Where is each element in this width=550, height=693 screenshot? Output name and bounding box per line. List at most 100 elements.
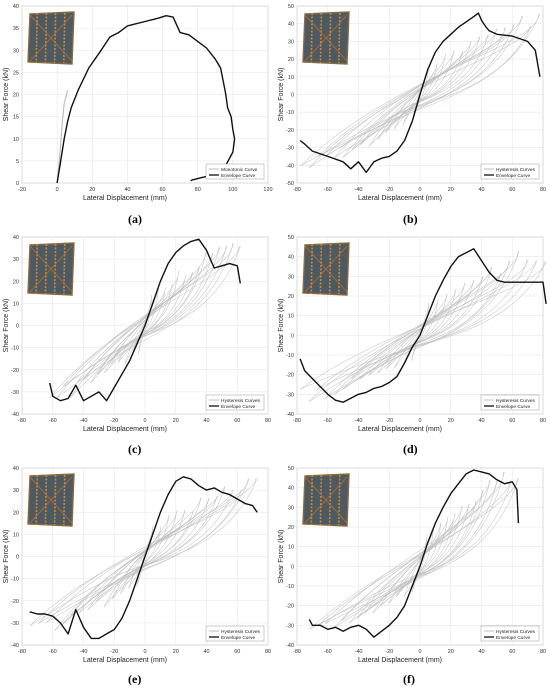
x-tick-label: -20 xyxy=(385,649,393,655)
hysteresis-loop xyxy=(103,275,187,374)
specimen-stud xyxy=(310,12,313,64)
y-tick-label: 15 xyxy=(13,115,19,121)
y-tick-label: -10 xyxy=(11,577,19,583)
x-tick-label: 40 xyxy=(478,649,484,655)
legend-label: Envelope Curve xyxy=(496,173,530,179)
x-tick-label: 80 xyxy=(265,418,271,424)
y-tick-label: -30 xyxy=(286,392,294,398)
legend-label: Hysteresis Curves xyxy=(496,167,536,173)
x-tick-label: 40 xyxy=(124,187,130,193)
x-tick-label: 80 xyxy=(540,187,546,193)
panel-d: -80 -60 -40 -20 0 20 40 60 80 -40 -30 -20 -10 0 10 20 30… xyxy=(275,231,550,462)
y-tick-label: 10 xyxy=(288,545,294,551)
x-tick-label: 40 xyxy=(203,418,209,424)
y-tick-label: 50 xyxy=(288,4,294,10)
x-tick-label: 20 xyxy=(173,649,179,655)
hysteresis-loop xyxy=(340,479,491,622)
x-tick-label: 80 xyxy=(195,187,201,193)
y-tick-label: 30 xyxy=(288,274,294,280)
x-tick-label: -60 xyxy=(324,418,332,424)
x-tick-label: 60 xyxy=(509,649,515,655)
specimen-stud xyxy=(63,12,66,64)
specimen-stud xyxy=(53,12,57,64)
specimen-thumbnail xyxy=(27,473,75,527)
x-tick-label: 60 xyxy=(509,187,515,193)
legend-label: Hysteresis Curves xyxy=(221,398,261,404)
specimen-thumbnail xyxy=(302,242,350,296)
legend-label: Envelope Curve xyxy=(221,173,255,179)
hysteresis-loop xyxy=(308,260,538,403)
y-tick-label: -40 xyxy=(286,163,294,169)
specimen-stud xyxy=(338,12,341,64)
hysteresis-loop xyxy=(37,478,250,624)
caption-e: (e) xyxy=(128,672,142,686)
y-tick-label: 10 xyxy=(288,75,294,81)
chart-b: -80 -60 -40 -20 0 20 40 60 80 -50 -40 -30 -20 -10 0 10 2… xyxy=(278,4,546,202)
caption-b: (b) xyxy=(403,212,418,226)
specimen-stud xyxy=(35,243,38,295)
x-tick-label: 80 xyxy=(540,649,546,655)
x-tick-label: 0 xyxy=(418,418,421,424)
specimen-stud xyxy=(63,243,66,295)
hysteresis-loop xyxy=(324,471,505,624)
specimen-stud xyxy=(338,474,341,526)
x-tick-label: 120 xyxy=(263,187,272,193)
y-tick-label: -40 xyxy=(286,412,294,418)
caption-f: (f) xyxy=(403,672,415,686)
chart-a: -20 0 20 40 60 80 100 1200510152025303540Latera… xyxy=(3,4,273,202)
x-tick-label: 60 xyxy=(509,418,515,424)
y-tick-label: 40 xyxy=(288,255,294,261)
y-tick-label: 0 xyxy=(291,93,294,99)
panel-f: -80 -60 -40 -20 0 20 40 60 80 -40 -30 -20 -10 0 10 20 30… xyxy=(275,462,550,693)
y-tick-label: -10 xyxy=(286,584,294,590)
chart-c: -80 -60 -40 -20 0 20 40 60 80 -40 -30 -20 -10 0 10 20 30… xyxy=(3,235,271,433)
hysteresis-loop xyxy=(342,273,502,390)
y-tick-label: -30 xyxy=(11,390,19,396)
specimen-thumbnail xyxy=(27,11,75,65)
x-tick-label: 20 xyxy=(173,418,179,424)
chart-e: -80 -60 -40 -20 0 20 40 60 80 -40 -30 -20 -10 0 10 20 30… xyxy=(3,466,271,664)
hysteresis-loop xyxy=(62,486,226,625)
y-tick-label: 20 xyxy=(13,279,19,285)
specimen-diagonal xyxy=(29,245,73,293)
panel-c: -80 -60 -40 -20 0 20 40 60 80 -40 -30 -20 -10 0 10 20 30… xyxy=(0,231,275,462)
y-tick-label: 40 xyxy=(288,486,294,492)
x-tick-label: 60 xyxy=(234,418,240,424)
specimen-stud xyxy=(63,474,66,526)
y-tick-label: 20 xyxy=(288,57,294,63)
hysteresis-loop xyxy=(56,243,234,399)
specimen-thumbnail xyxy=(27,242,75,296)
y-tick-label: -20 xyxy=(286,604,294,610)
y-tick-label: -50 xyxy=(286,181,294,187)
y-axis-label: Shear Force (kN) xyxy=(3,68,10,122)
x-tick-label: 40 xyxy=(203,649,209,655)
x-tick-label: -40 xyxy=(355,418,363,424)
x-tick-label: 0 xyxy=(56,187,59,193)
x-tick-label: -60 xyxy=(324,187,332,193)
envelope-curve xyxy=(308,469,520,638)
y-axis-label: Shear Force (kN) xyxy=(3,299,10,353)
specimen-thumbnail xyxy=(302,473,350,527)
hysteresis-loop xyxy=(299,13,541,167)
x-tick-label: 40 xyxy=(478,418,484,424)
hysteresis-loop xyxy=(376,50,464,141)
x-tick-label: -40 xyxy=(80,649,88,655)
x-tick-label: 80 xyxy=(540,418,546,424)
caption-d: (d) xyxy=(403,442,418,456)
legend-box xyxy=(480,625,540,642)
y-tick-label: -20 xyxy=(286,128,294,134)
y-axis-label: Shear Force (kN) xyxy=(278,299,285,353)
y-tick-label: 50 xyxy=(288,235,294,241)
y-tick-label: 20 xyxy=(288,294,294,300)
x-tick-label: 0 xyxy=(418,187,421,193)
y-tick-label: -30 xyxy=(286,623,294,629)
x-axis-label: Lateral Displacement (mm) xyxy=(358,426,442,433)
y-tick-label: -30 xyxy=(11,621,19,627)
chart-d: -80 -60 -40 -20 0 20 40 60 80 -40 -30 -20 -10 0 10 20 30… xyxy=(278,235,547,433)
y-axis-label: Shear Force (kN) xyxy=(278,530,285,584)
y-tick-label: -40 xyxy=(286,643,294,649)
y-tick-label: 30 xyxy=(13,257,19,263)
legend-box xyxy=(480,163,540,180)
envelope-curve xyxy=(29,476,258,640)
x-tick-label: 20 xyxy=(89,187,95,193)
